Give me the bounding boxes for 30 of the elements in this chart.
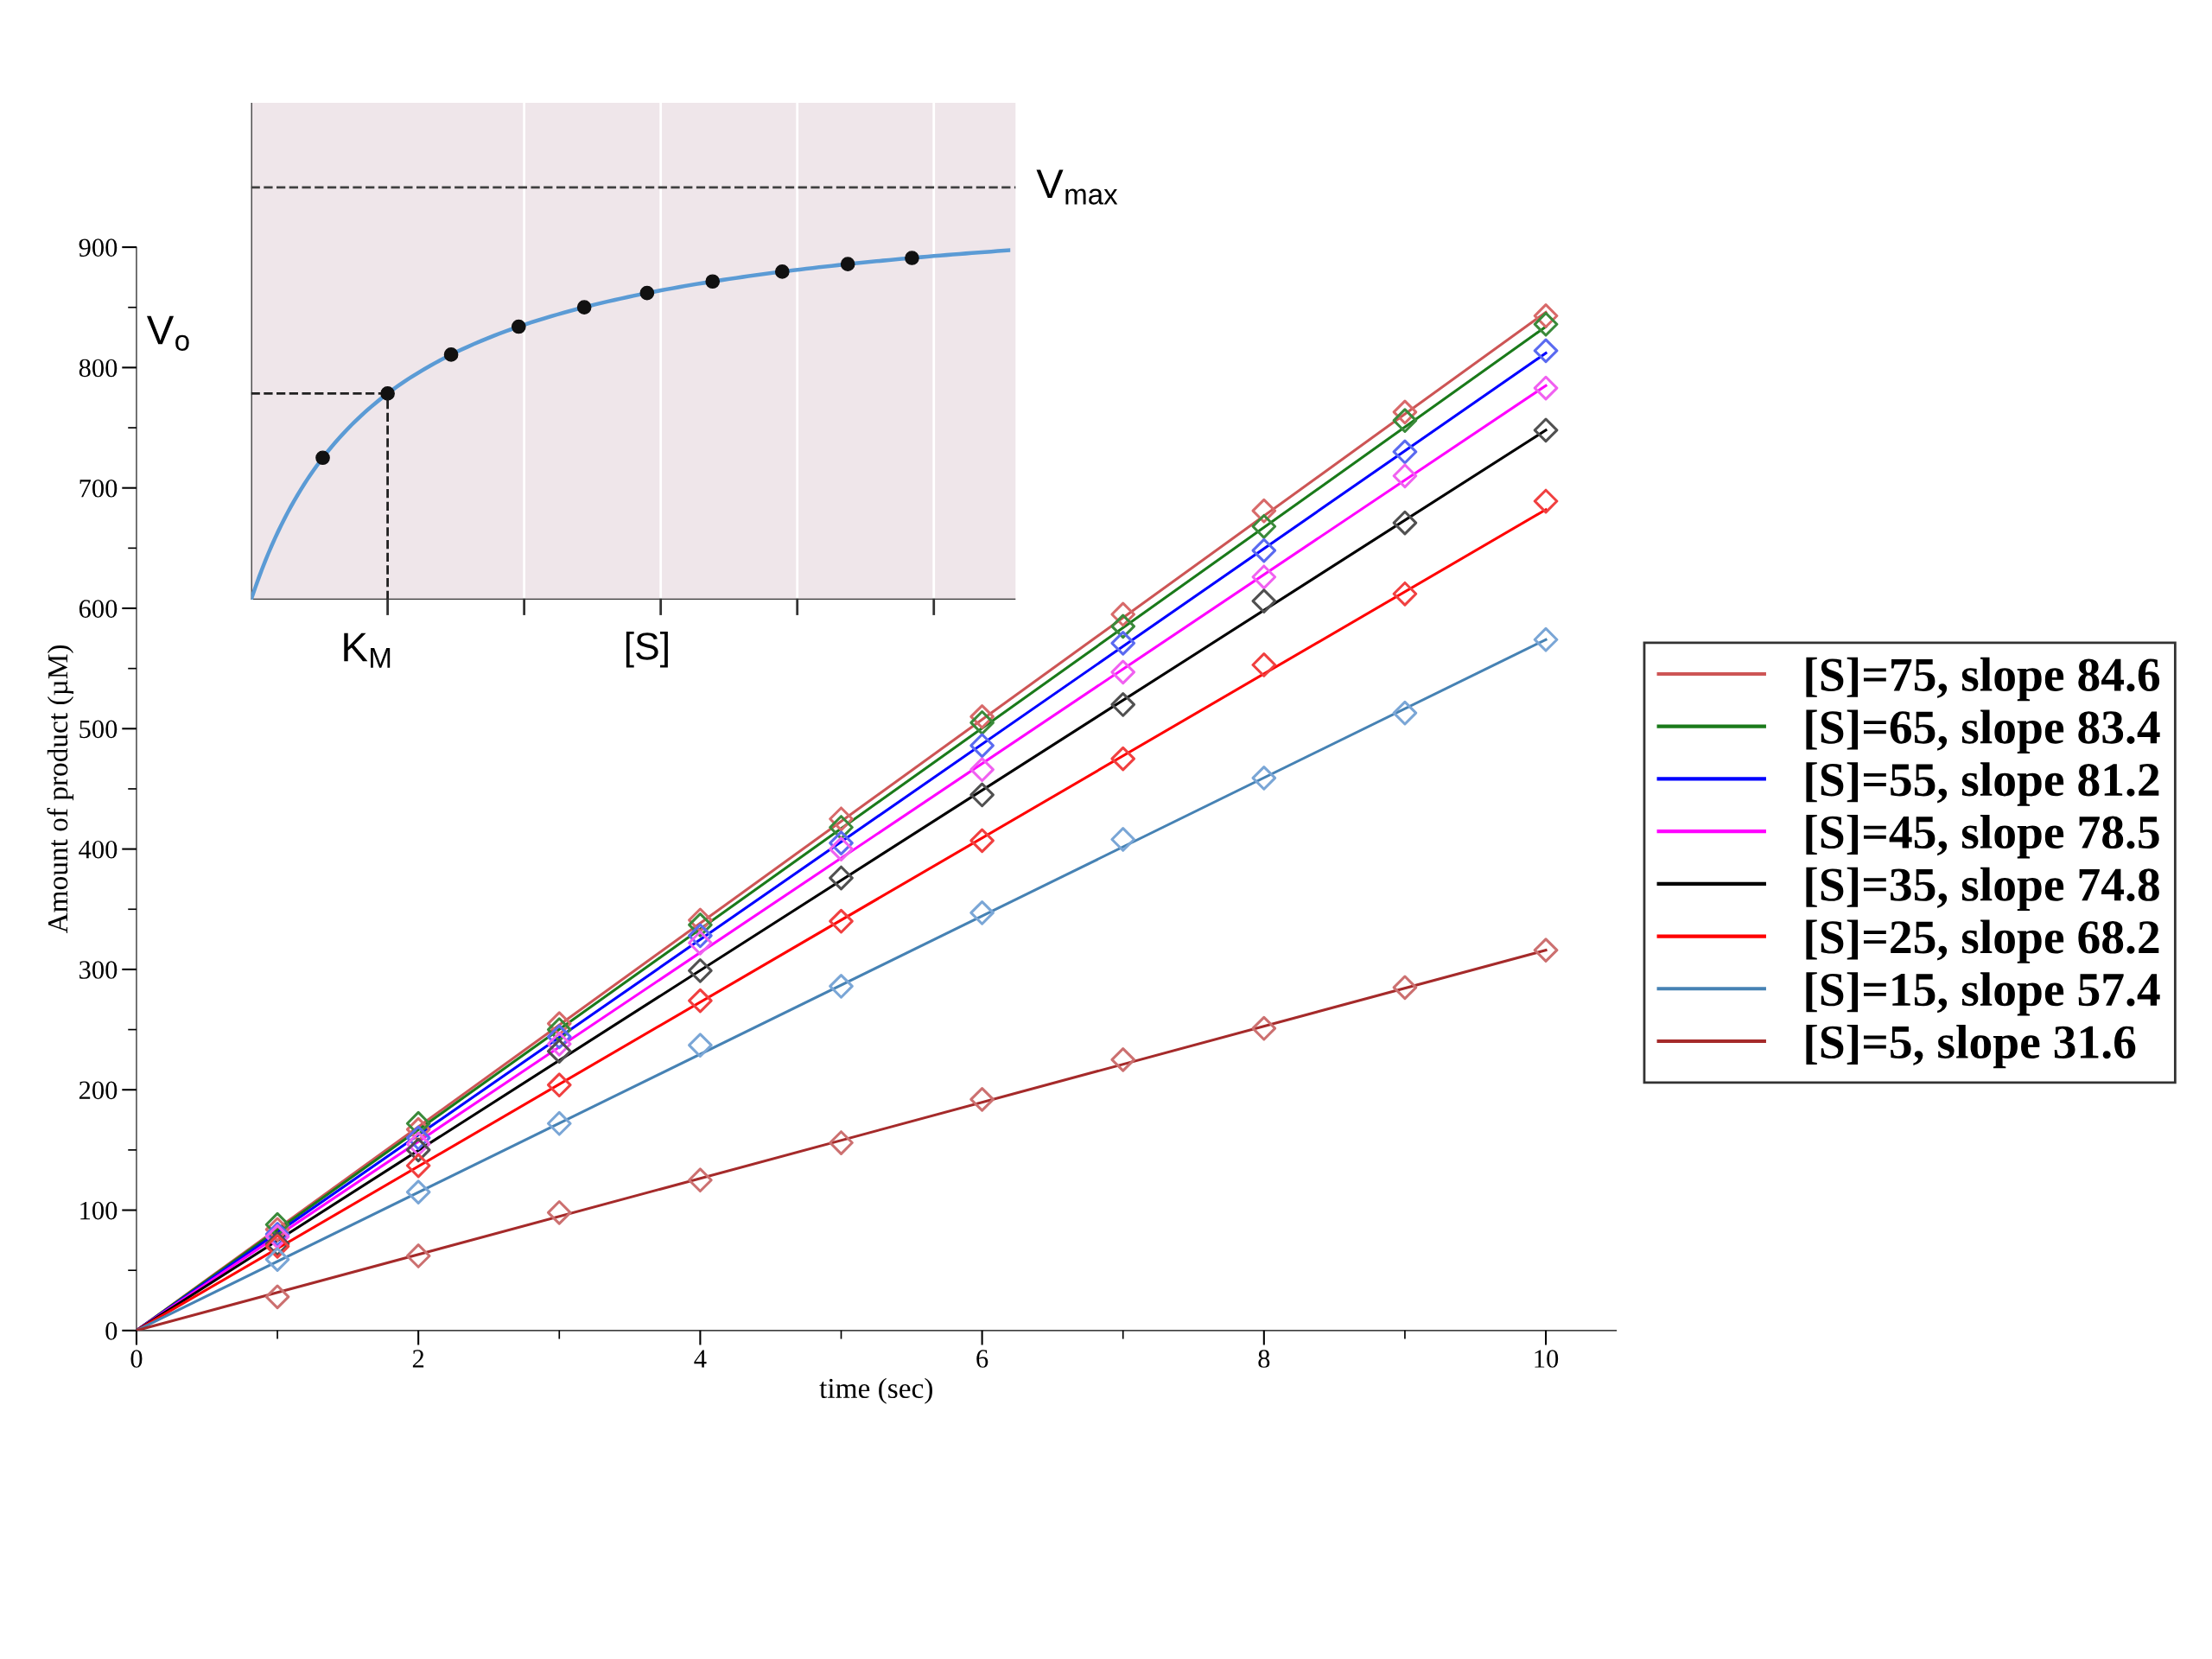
annotation: K$_{M}$ [344, 632, 391, 668]
y-tick-label: 400 [79, 840, 118, 859]
text: V$_{max}$ [1036, 169, 1118, 205]
y-tick-label: 600 [79, 600, 118, 618]
legend-label: [S]=5, slope 31.6 [1806, 1024, 2136, 1069]
legend-label: [S]=35, slope 74.8 [1806, 867, 2159, 912]
text: [S] [626, 632, 668, 668]
y-tick-label: 300 [79, 961, 118, 979]
legend-label: [S]=45, slope 78.5 [1806, 815, 2159, 859]
x-axis-title: time (sec) [819, 1377, 932, 1404]
y-tick-label: 700 [79, 479, 118, 498]
x-tick-label: 0 [130, 1350, 143, 1368]
x-tick-label: 2 [412, 1350, 424, 1368]
x-tick-label: 6 [976, 1350, 988, 1368]
y-axis-title: Amount of product (µM) [47, 645, 74, 934]
legend-label: [S]=15, slope 57.4 [1806, 972, 2160, 1016]
y-tick-label: 800 [79, 359, 118, 378]
legend-label: [S]=25, slope 68.2 [1806, 919, 2159, 963]
y-tick-label: 100 [80, 1201, 118, 1220]
x-tick-label: 8 [1258, 1350, 1270, 1368]
x-tick-label: 4 [694, 1350, 707, 1368]
x-tick-label: 10 [1535, 1350, 1559, 1368]
legend-label: [S]=55, slope 81.2 [1806, 762, 2159, 806]
y-tick-label: 0 [105, 1322, 118, 1340]
legend-label: [S]=75, slope 84.6 [1806, 657, 2160, 702]
y-tick-label: 500 [79, 720, 118, 739]
text: V$_{o}$ [146, 315, 189, 351]
y-tick-label: 900 [79, 238, 118, 257]
legend-label: [S]=65, slope 83.4 [1806, 709, 2160, 753]
y-tick-label: 200 [79, 1081, 118, 1100]
